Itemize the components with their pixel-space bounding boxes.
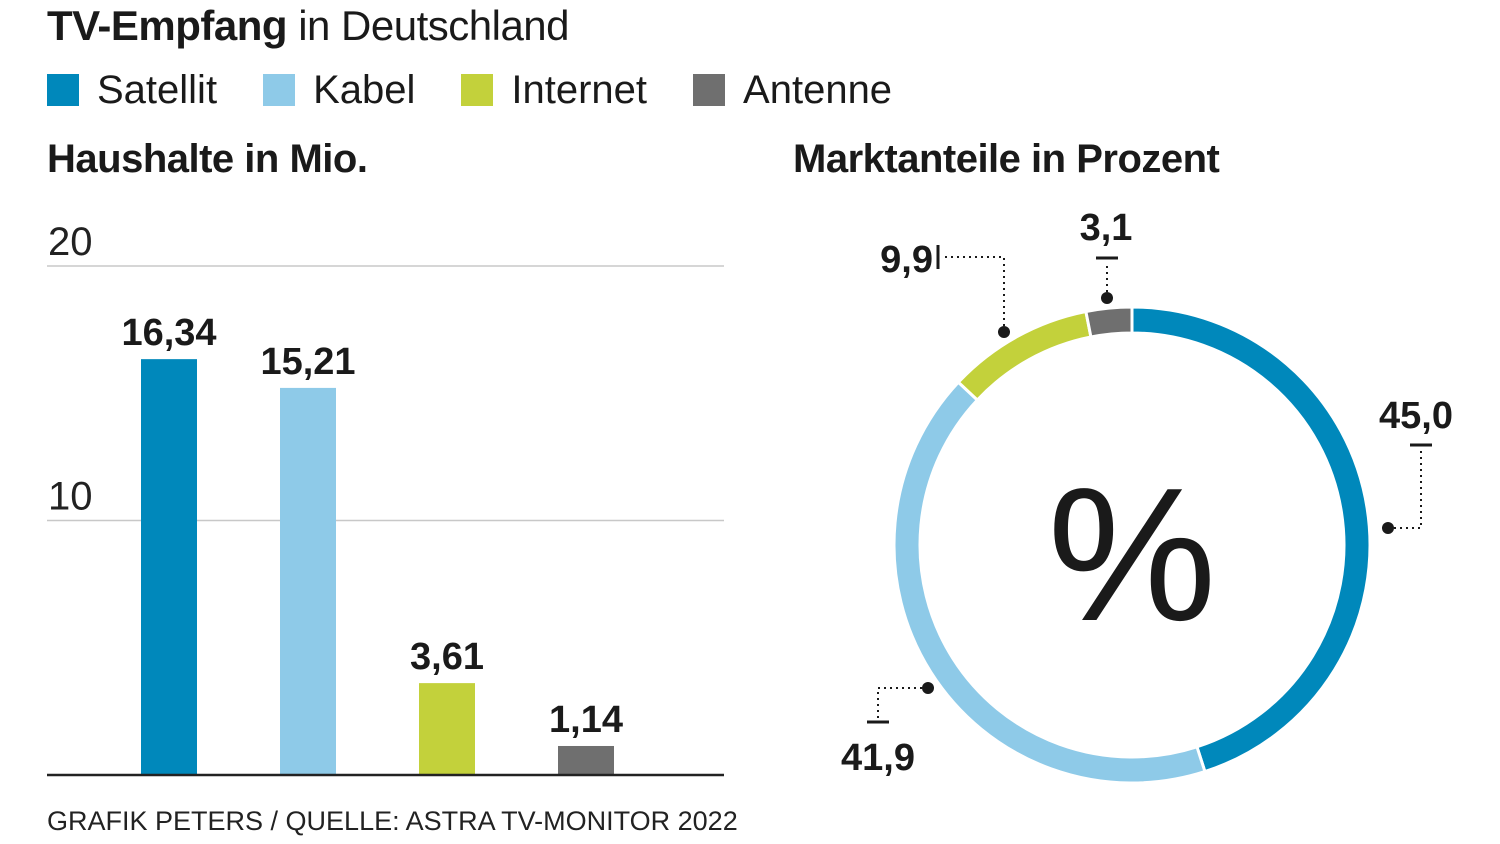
y-tick-label: 10 (48, 475, 93, 519)
bar-satellit (141, 359, 197, 775)
legend: Satellit Kabel Internet Antenne (47, 62, 938, 118)
legend-swatch (47, 74, 79, 106)
donut-chart-title: Marktanteile in Prozent (793, 137, 1220, 181)
donut-center-label: % (1048, 449, 1217, 661)
y-tick-label: 20 (48, 220, 93, 264)
title-bold: TV-Empfang (47, 2, 288, 49)
donut-value-label: 9,9 (880, 239, 933, 281)
donut-slice-internet (956, 309, 1093, 403)
chart-title: TV-Empfang in Deutschland (47, 2, 570, 50)
legend-swatch (263, 74, 296, 106)
legend-label: Antenne (743, 67, 893, 112)
title-rest: in Deutschland (298, 2, 570, 49)
bar-value-label: 3,61 (410, 636, 484, 678)
legend-item-antenne: Antenne (693, 68, 892, 113)
legend-swatch (461, 74, 494, 106)
donut-value-label: 3,1 (1080, 207, 1133, 249)
donut-value-label: 41,9 (841, 737, 915, 779)
legend-item-kabel: Kabel (263, 68, 415, 113)
legend-label: Satellit (97, 67, 218, 112)
bar-value-label: 1,14 (549, 699, 623, 741)
donut-value-label: 45,0 (1379, 395, 1453, 437)
donut-slice-antenne (1084, 305, 1134, 339)
bar-chart-title: Haushalte in Mio. (47, 137, 368, 181)
leader-line (1388, 448, 1422, 529)
legend-item-satellit: Satellit (47, 68, 217, 113)
leader-line (942, 256, 1005, 332)
legend-label: Internet (511, 67, 648, 112)
bar-chart: 10 20 16,34 15,21 3,61 1,14 (47, 220, 724, 777)
legend-swatch (693, 74, 726, 106)
bar-kabel (280, 387, 336, 775)
source-note: GRAFIK PETERS / QUELLE: ASTRA TV-MONITOR… (47, 806, 738, 836)
legend-label: Kabel (313, 67, 416, 112)
bar-antenne (558, 745, 614, 775)
leader-line (877, 687, 928, 720)
bar-value-label: 15,21 (260, 341, 355, 383)
legend-item-internet: Internet (461, 68, 647, 113)
bar-value-label: 16,34 (121, 312, 216, 354)
bar-internet (419, 683, 475, 775)
donut-chart: % 45,0 41,9 9,9 3,1 (841, 207, 1453, 785)
